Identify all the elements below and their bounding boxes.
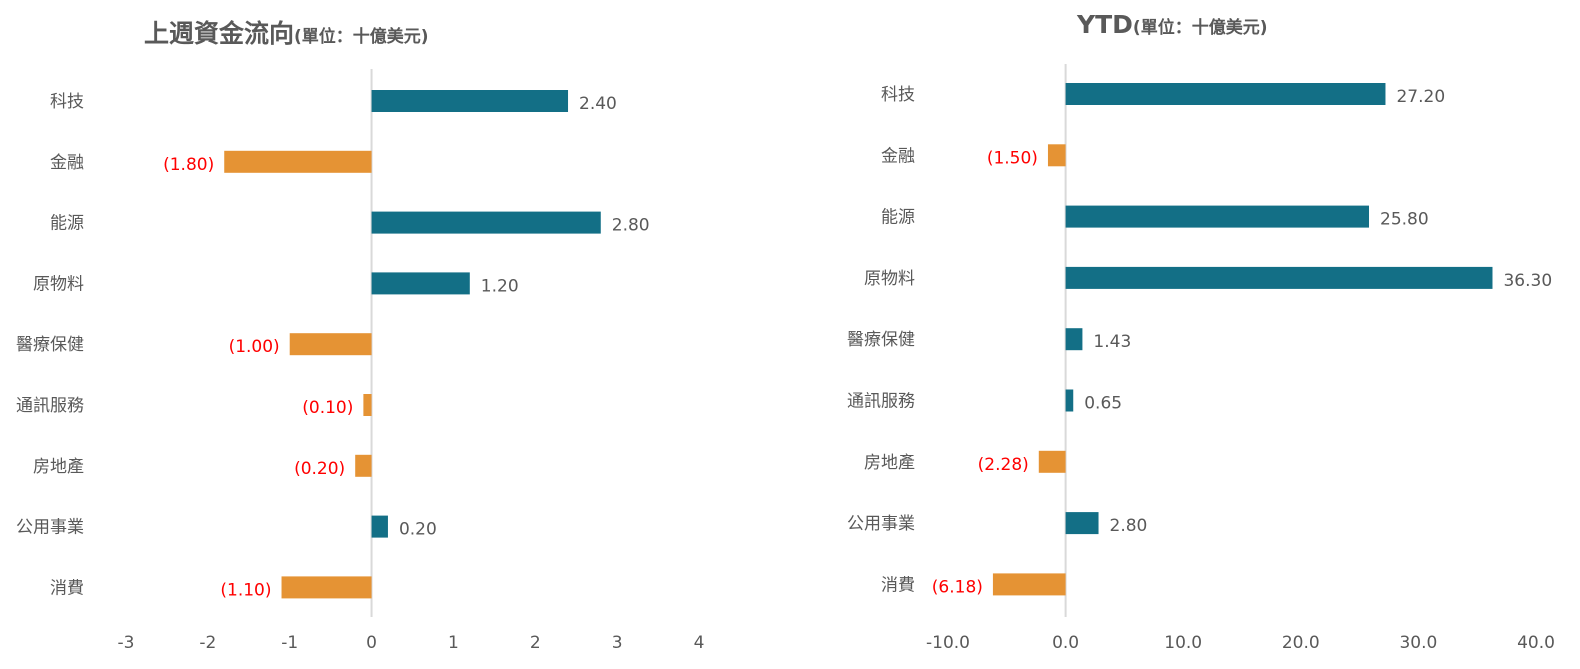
x-tick-label: -3 [118,633,135,653]
data-label: 2.80 [612,216,650,236]
category-label: 能源 [50,214,84,234]
chart-title-weekly-flows: 上週資金流向(單位：十億美元) [144,14,429,50]
bar [1065,328,1083,351]
x-tick-label: -10.0 [926,633,970,653]
x-tick-label: 30.0 [1399,633,1437,653]
data-label: 2.40 [579,94,617,114]
chart-title-main: 上週資金流向 [144,19,295,48]
x-tick-label: 3 [612,633,623,653]
chart-panel-weekly-flows: 上週資金流向(單位：十億美元) 科技 2.40 金融 (1.80) 能源 2.80 原物料 1… [0,0,780,669]
data-label: 36.30 [1503,271,1552,291]
bar [281,576,372,599]
bar [1038,450,1066,473]
category-label: 通訊服務 [847,392,915,412]
category-label: 金融 [881,146,915,166]
category-label: 能源 [881,208,915,228]
data-label: 2.80 [1110,516,1148,536]
bar [371,515,388,538]
category-label: 醫療保健 [847,330,915,350]
chart-title-main: YTD [1077,10,1133,39]
x-tick-label: -1 [281,633,298,653]
bar [289,333,372,356]
bar [992,573,1066,596]
chart-title-ytd: YTD(單位：十億美元) [1077,10,1267,39]
category-label: 原物料 [864,269,915,289]
data-label: 27.20 [1396,87,1445,107]
category-label: 醫療保健 [16,335,84,355]
x-tick-label: 40.0 [1517,633,1555,653]
data-label: (1.10) [220,580,271,600]
data-label: (2.28) [978,455,1029,475]
bar-chart-weekly-flows: 科技 2.40 金融 (1.80) 能源 2.80 原物料 1.20 醫療保健 (1.00) 通訊服… [16,69,705,653]
chart-title-unit: (單位：十億美元) [1132,18,1268,38]
data-label: (1.80) [163,155,214,175]
bar [371,272,470,295]
bar [355,454,372,477]
category-label: 科技 [50,92,84,112]
bar [371,90,569,112]
bar-chart-ytd-flows: 科技 27.20 金融 (1.50) 能源 25.80 原物料 36.30 醫療保健 1.43 通訊… [847,64,1555,653]
bar [224,150,372,173]
data-label: (0.20) [294,459,345,479]
bar [1065,512,1099,535]
data-label: (1.50) [987,148,1038,168]
x-tick-label: 0 [366,633,377,653]
x-tick-label: 1 [448,633,459,653]
category-label: 房地產 [864,453,915,473]
x-tick-label: -2 [199,633,216,653]
bar [1065,389,1074,412]
x-tick-label: 20.0 [1282,633,1320,653]
category-label: 房地產 [33,457,84,477]
bar [1065,83,1386,105]
bar [371,211,601,234]
data-label: 0.20 [399,520,437,540]
bar [1065,266,1493,289]
category-label: 公用事業 [847,514,915,534]
data-label: 25.80 [1380,210,1429,230]
x-tick-label: 2 [530,633,541,653]
x-tick-label: 10.0 [1164,633,1202,653]
data-label: (6.18) [932,577,983,597]
category-label: 消費 [50,578,84,598]
category-label: 科技 [881,85,915,105]
data-label: (0.10) [302,398,353,418]
category-label: 公用事業 [16,518,84,538]
category-label: 原物料 [33,274,84,294]
chart-title-unit: (單位：十億美元) [294,27,429,47]
bar [363,394,372,416]
data-label: 1.20 [481,276,519,296]
bar [1065,205,1370,228]
category-label: 金融 [50,153,84,173]
chart-panel-ytd-flows: YTD(單位：十億美元) 科技 27.20 金融 (1.50) 能源 25.80 原物料 36… [790,0,1580,669]
category-label: 通訊服務 [16,396,84,416]
category-label: 消費 [881,575,915,595]
data-label: 0.65 [1084,394,1122,414]
x-tick-label: 0.0 [1052,633,1079,653]
data-label: (1.00) [229,337,280,357]
x-tick-label: 4 [694,633,705,653]
bar [1047,144,1066,167]
data-label: 1.43 [1093,332,1131,352]
